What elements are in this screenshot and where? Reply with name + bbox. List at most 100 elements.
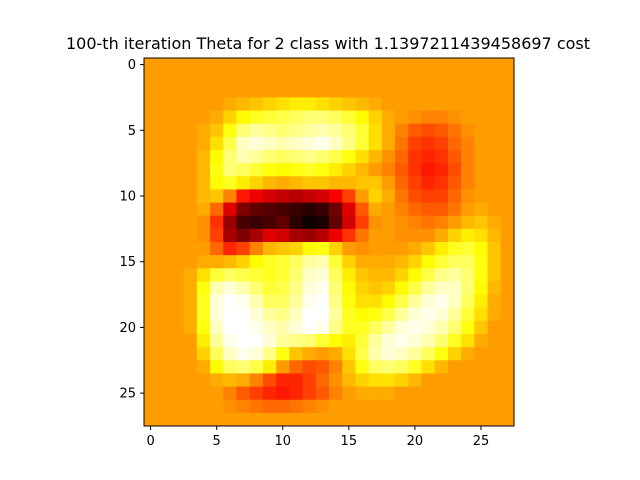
heatmap-cell bbox=[262, 268, 277, 282]
heatmap-cell bbox=[434, 294, 449, 309]
heatmap-cell bbox=[302, 84, 317, 98]
heatmap-cell bbox=[236, 228, 251, 243]
y-tick-label: 10 bbox=[119, 190, 136, 205]
heatmap-cell bbox=[342, 255, 356, 269]
heatmap-cell bbox=[196, 320, 211, 335]
heatmap-cell bbox=[474, 373, 489, 388]
heatmap-cell bbox=[329, 163, 343, 177]
heatmap-cell bbox=[315, 399, 330, 414]
heatmap-cell bbox=[329, 136, 343, 151]
heatmap-cell bbox=[329, 307, 343, 322]
heatmap-cell bbox=[223, 150, 237, 164]
heatmap-cell bbox=[170, 97, 185, 112]
heatmap-cell bbox=[183, 399, 198, 414]
heatmap-cell bbox=[408, 268, 422, 282]
heatmap-cell bbox=[196, 307, 211, 322]
heatmap-cell bbox=[434, 281, 449, 296]
heatmap-cell bbox=[302, 228, 317, 243]
heatmap-cell bbox=[434, 136, 449, 151]
heatmap-cell bbox=[315, 255, 330, 269]
heatmap-cell bbox=[157, 136, 171, 151]
heatmap-cell bbox=[144, 150, 158, 164]
heatmap-cell bbox=[262, 360, 277, 374]
heatmap-cell bbox=[355, 110, 370, 125]
heatmap-cell bbox=[329, 399, 343, 414]
heatmap-cell bbox=[434, 215, 449, 230]
heatmap-cell bbox=[500, 71, 515, 85]
heatmap-cell bbox=[381, 97, 396, 112]
heatmap-cell bbox=[461, 399, 475, 414]
heatmap-cells bbox=[144, 58, 515, 427]
heatmap-cell bbox=[355, 373, 370, 388]
heatmap-cell bbox=[236, 242, 251, 256]
heatmap-cell bbox=[223, 255, 237, 269]
heatmap-cell bbox=[170, 373, 185, 388]
heatmap-cell bbox=[315, 412, 330, 427]
heatmap-cell bbox=[421, 123, 436, 138]
heatmap-cell bbox=[487, 97, 502, 112]
heatmap-cell bbox=[249, 202, 264, 217]
heatmap-cell bbox=[262, 189, 277, 204]
heatmap-cell bbox=[157, 294, 171, 309]
heatmap-cell bbox=[302, 242, 317, 256]
heatmap-cell bbox=[447, 97, 462, 112]
heatmap-cell bbox=[474, 360, 489, 374]
heatmap-cell bbox=[447, 294, 462, 309]
heatmap-cell bbox=[395, 228, 409, 243]
heatmap-cell bbox=[196, 84, 211, 98]
heatmap-cell bbox=[223, 97, 237, 112]
heatmap-cell bbox=[157, 110, 171, 125]
heatmap-cell bbox=[381, 255, 396, 269]
heatmap-cell bbox=[315, 373, 330, 388]
heatmap-cell bbox=[249, 412, 264, 427]
heatmap-cell bbox=[157, 373, 171, 388]
heatmap-cell bbox=[500, 202, 515, 217]
heatmap-cell bbox=[408, 110, 422, 125]
heatmap-cell bbox=[210, 97, 224, 112]
heatmap-cell bbox=[315, 163, 330, 177]
heatmap-cell bbox=[368, 268, 383, 282]
heatmap-cell bbox=[487, 110, 502, 125]
heatmap-cell bbox=[447, 412, 462, 427]
heatmap-cell bbox=[249, 320, 264, 335]
heatmap-cell bbox=[342, 412, 356, 427]
heatmap-cell bbox=[210, 84, 224, 98]
heatmap-cell bbox=[487, 386, 502, 401]
heatmap-cell bbox=[276, 215, 290, 230]
heatmap-cell bbox=[447, 281, 462, 296]
heatmap-cell bbox=[474, 202, 489, 217]
heatmap-cell bbox=[381, 202, 396, 217]
heatmap-cell bbox=[315, 150, 330, 164]
heatmap-cell bbox=[289, 136, 304, 151]
heatmap-cell bbox=[157, 347, 171, 361]
heatmap-cell bbox=[236, 412, 251, 427]
heatmap-cell bbox=[144, 268, 158, 282]
heatmap-cell bbox=[223, 136, 237, 151]
heatmap-cell bbox=[276, 373, 290, 388]
heatmap-cell bbox=[262, 150, 277, 164]
heatmap-cell bbox=[461, 228, 475, 243]
heatmap-cell bbox=[144, 373, 158, 388]
heatmap-cell bbox=[276, 71, 290, 85]
heatmap-cell bbox=[395, 189, 409, 204]
heatmap-cell bbox=[434, 255, 449, 269]
heatmap-cell bbox=[236, 58, 251, 72]
heatmap-cell bbox=[500, 294, 515, 309]
heatmap-cell bbox=[355, 163, 370, 177]
heatmap-cell bbox=[302, 412, 317, 427]
heatmap-cell bbox=[500, 334, 515, 348]
heatmap-cell bbox=[262, 307, 277, 322]
heatmap-cell bbox=[289, 242, 304, 256]
heatmap-cell bbox=[276, 228, 290, 243]
heatmap-cell bbox=[487, 347, 502, 361]
heatmap-cell bbox=[289, 123, 304, 138]
heatmap-cell bbox=[447, 386, 462, 401]
heatmap-cell bbox=[262, 373, 277, 388]
heatmap-cell bbox=[355, 347, 370, 361]
heatmap-cell bbox=[157, 360, 171, 374]
heatmap-cell bbox=[223, 176, 237, 190]
heatmap-cell bbox=[447, 399, 462, 414]
heatmap-cell bbox=[236, 294, 251, 309]
heatmap-cell bbox=[196, 360, 211, 374]
heatmap-cell bbox=[487, 255, 502, 269]
